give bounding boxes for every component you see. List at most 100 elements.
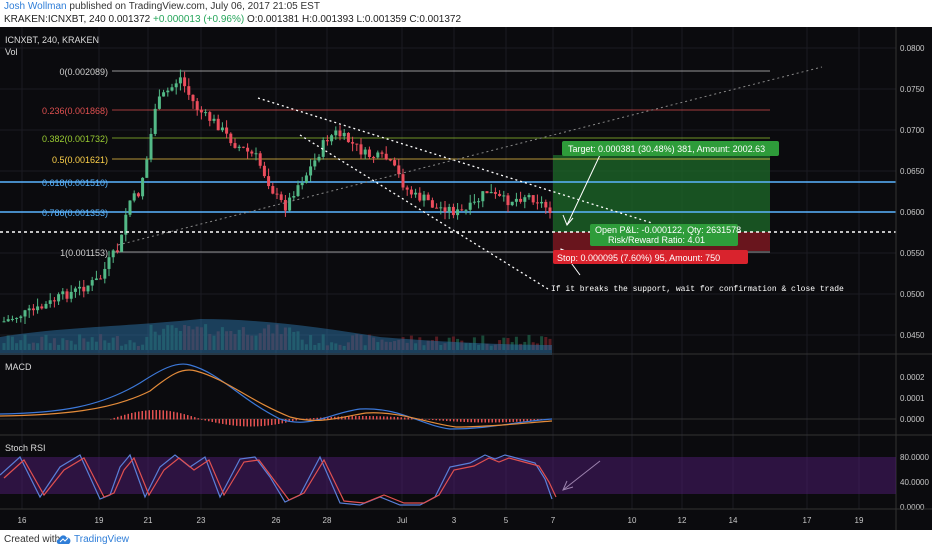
macd-histogram-bar bbox=[379, 416, 381, 420]
stoch-tick: 40.0000 bbox=[900, 478, 929, 487]
macd-histogram-bar bbox=[173, 411, 175, 420]
candle-body bbox=[145, 159, 149, 178]
risk-reward-label: Risk/Reward Ratio: 4.01 bbox=[608, 235, 705, 245]
tradingview-logo[interactable]: TradingView bbox=[56, 532, 132, 548]
macd-histogram-bar bbox=[344, 416, 346, 420]
macd-histogram-bar bbox=[236, 419, 238, 426]
macd-histogram-bar bbox=[117, 416, 119, 420]
candle-body bbox=[237, 146, 241, 148]
macd-label: MACD bbox=[5, 362, 32, 372]
candle-body bbox=[519, 198, 523, 202]
candle-body bbox=[393, 160, 397, 166]
candle-body bbox=[430, 200, 434, 208]
candle-body bbox=[6, 319, 10, 322]
candlesticks bbox=[2, 69, 552, 324]
lower-trendline[interactable] bbox=[299, 134, 549, 290]
candle-body bbox=[57, 294, 61, 302]
published-text: published on TradingView.com, July 06, 2… bbox=[69, 1, 320, 12]
candle-body bbox=[275, 193, 279, 195]
candle-body bbox=[309, 166, 313, 176]
time-tick: 28 bbox=[323, 516, 332, 525]
candle-body bbox=[69, 291, 73, 299]
candle-body bbox=[514, 198, 518, 202]
macd-histogram-bar bbox=[453, 419, 455, 422]
candle-body bbox=[548, 207, 552, 214]
macd-histogram-bar bbox=[274, 419, 276, 425]
candle-body bbox=[10, 318, 14, 320]
time-tick: 7 bbox=[551, 516, 556, 525]
macd-histogram-bar bbox=[250, 419, 252, 427]
chart-area[interactable]: 0(0.002089) 0.236(0.001868) 0.382(0.001732… bbox=[0, 27, 932, 530]
target-label: Target: 0.000381 (30.48%) 381, Amount: 2… bbox=[568, 144, 765, 154]
macd-histogram-bar bbox=[327, 417, 329, 420]
upper-trendline[interactable] bbox=[257, 97, 653, 224]
macd-histogram-bar bbox=[446, 419, 448, 422]
fib-level-label: 1(0.001153) bbox=[60, 248, 108, 258]
macd-histogram-bar bbox=[509, 419, 511, 423]
macd-histogram-bar bbox=[313, 418, 315, 420]
macd-histogram-bar bbox=[162, 410, 164, 420]
macd-histogram-bar bbox=[372, 416, 374, 420]
fib-level-label: 0.618(0.001510) bbox=[42, 178, 108, 188]
candle-body bbox=[162, 92, 166, 97]
volume-bar bbox=[540, 336, 544, 350]
chart-canvas[interactable]: 0(0.002089) 0.236(0.001868) 0.382(0.001732… bbox=[0, 27, 932, 530]
macd-line bbox=[0, 363, 553, 430]
macd-histogram-bar bbox=[348, 416, 350, 420]
macd-histogram-bar bbox=[110, 419, 112, 420]
time-tick: 19 bbox=[95, 516, 104, 525]
signal-line bbox=[0, 369, 553, 428]
candle-body bbox=[351, 142, 355, 144]
open-pl-box[interactable] bbox=[590, 224, 738, 246]
macd-histogram-bar bbox=[295, 419, 297, 421]
macd-histogram-bar bbox=[383, 416, 385, 420]
candle-body bbox=[447, 206, 451, 212]
macd-histogram-bar bbox=[113, 417, 115, 420]
macd-histogram-bar bbox=[362, 416, 364, 420]
stoch-tick: 0.0000 bbox=[900, 503, 925, 512]
macd-histogram-bar bbox=[208, 419, 210, 422]
candle-body bbox=[380, 152, 384, 154]
macd-histogram-bar bbox=[166, 410, 168, 420]
candle-body bbox=[397, 165, 401, 175]
candle-body bbox=[31, 308, 35, 311]
candle-body bbox=[149, 133, 153, 160]
candle-body bbox=[128, 200, 132, 215]
macd-histogram-bar bbox=[467, 419, 469, 423]
candle-body bbox=[304, 175, 308, 183]
macd-histogram-bar bbox=[239, 419, 241, 427]
stop-label-box[interactable] bbox=[553, 250, 748, 264]
target-label-box[interactable] bbox=[562, 141, 779, 156]
volume-bar bbox=[527, 334, 531, 350]
candle-body bbox=[208, 112, 212, 121]
candle-body bbox=[199, 109, 203, 113]
candle-body bbox=[132, 193, 136, 201]
symbol-label: ICNXBT, 240, KRAKEN bbox=[5, 35, 99, 45]
candle-body bbox=[19, 316, 23, 318]
macd-histogram-bar bbox=[484, 419, 486, 423]
macd-tick: 0.0000 bbox=[900, 415, 925, 424]
candle-body bbox=[477, 201, 481, 203]
long-trendline[interactable] bbox=[117, 66, 823, 246]
candle-body bbox=[279, 194, 283, 200]
volume-bar bbox=[548, 338, 552, 350]
macd-histogram-bar bbox=[495, 419, 497, 423]
macd-histogram-bar bbox=[463, 419, 465, 422]
candle-body bbox=[166, 90, 170, 93]
candle-body bbox=[136, 193, 140, 197]
candle-body bbox=[330, 135, 334, 142]
fib-level-label: 0(0.002089) bbox=[59, 67, 108, 77]
stoch-d-line bbox=[3, 456, 557, 504]
target-zone bbox=[553, 155, 770, 232]
candle-body bbox=[334, 130, 338, 136]
candle-body bbox=[283, 199, 287, 211]
candle-body bbox=[502, 195, 506, 197]
candle-body bbox=[325, 140, 329, 142]
author-link[interactable]: Josh Wollman bbox=[4, 1, 67, 12]
price-tick: 0.0450 bbox=[900, 331, 925, 340]
macd-histogram-bar bbox=[407, 417, 409, 420]
candle-body bbox=[401, 174, 405, 188]
macd-histogram-bar bbox=[516, 419, 518, 422]
candle-body bbox=[120, 234, 124, 252]
macd-histogram-bar bbox=[124, 414, 126, 420]
